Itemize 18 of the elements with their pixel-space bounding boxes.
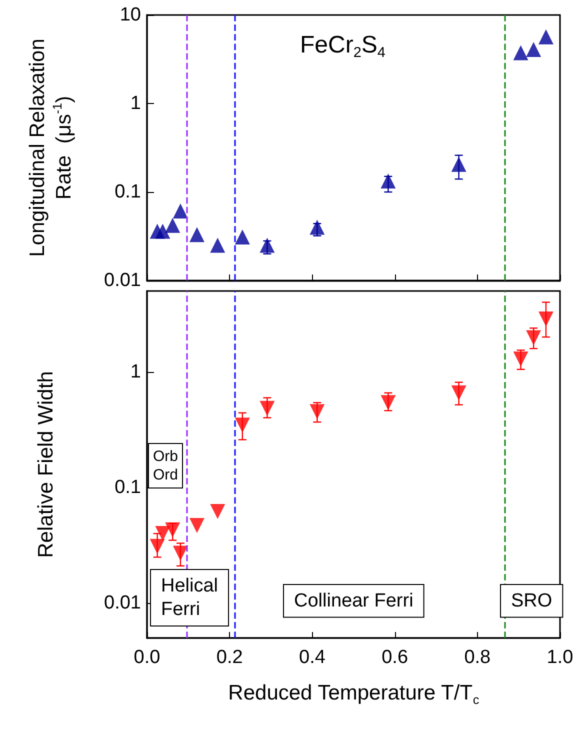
y-tick-label: 1 xyxy=(130,361,141,382)
x-tick-label: 0.4 xyxy=(298,647,326,668)
y-axis-title: Relative Field Width xyxy=(34,371,58,558)
x-tick-label: 0.8 xyxy=(464,647,491,668)
x-tick-label: 1.0 xyxy=(546,647,574,668)
x-tick-label: 0.6 xyxy=(382,647,408,668)
y-tick-label: 0.1 xyxy=(114,477,141,498)
y-tick-label: 1 xyxy=(130,93,141,114)
y-tick-label: 0.1 xyxy=(114,182,141,202)
annotation: Orb Ord xyxy=(153,448,178,484)
x-tick-label: 0.0 xyxy=(134,647,160,668)
y-tick-label: 0.01 xyxy=(104,270,141,291)
y-tick-label: 10 xyxy=(120,4,141,26)
annotation: Collinear Ferri xyxy=(294,590,414,612)
x-tick-label: 0.2 xyxy=(216,647,243,668)
annotation: SRO xyxy=(511,590,552,612)
annotation: Helical Ferri xyxy=(161,575,218,620)
y-tick-label: 0.01 xyxy=(104,592,141,614)
